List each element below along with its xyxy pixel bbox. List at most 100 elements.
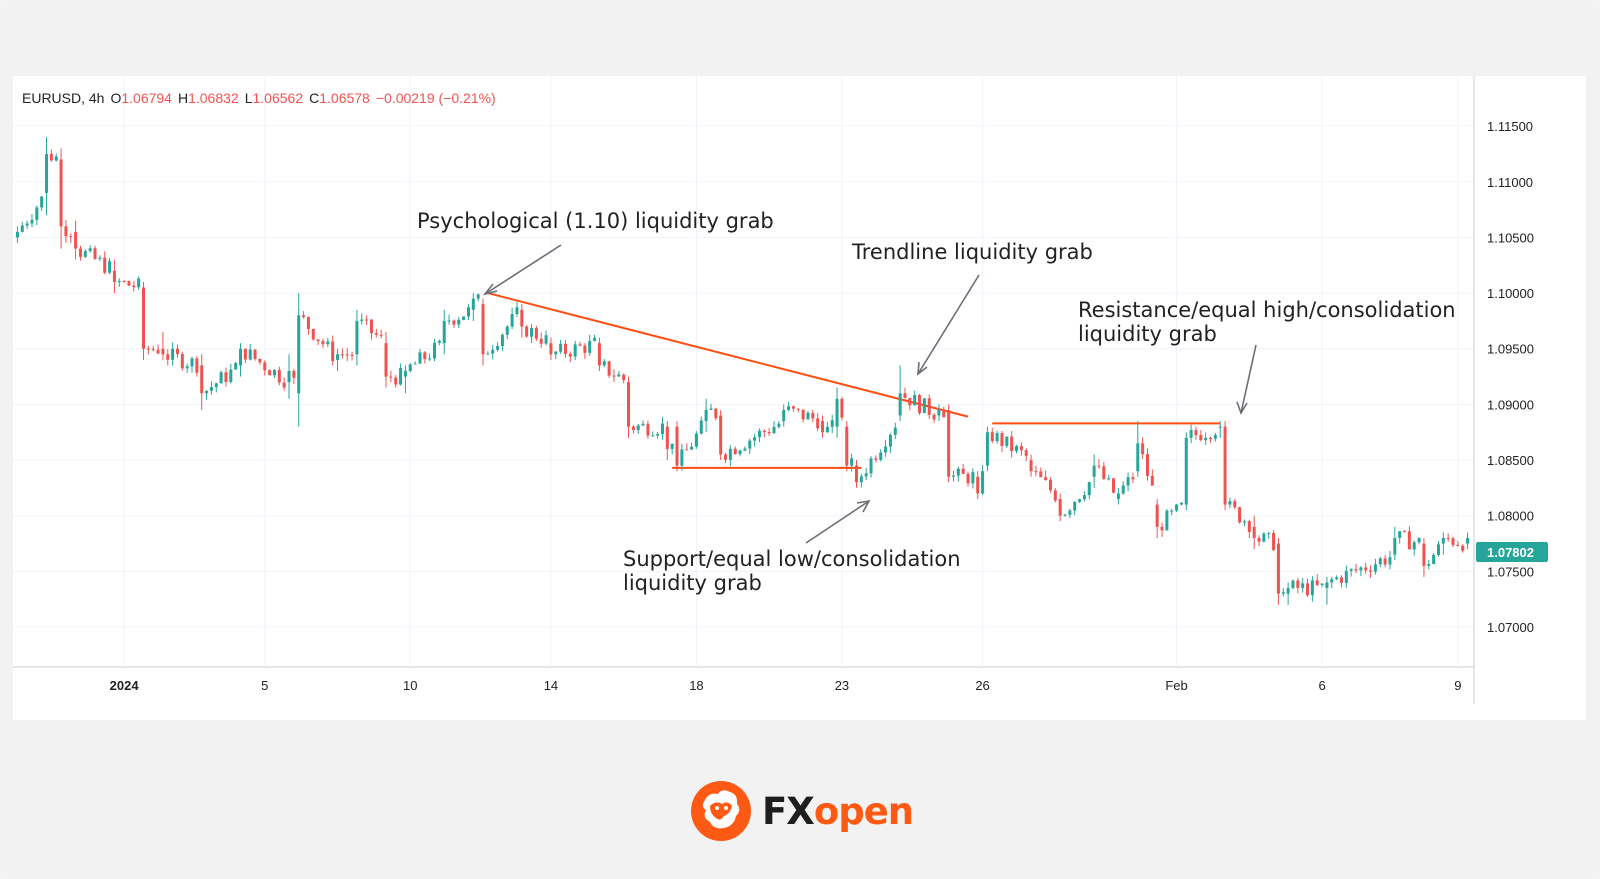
current-price-tag-bg [1476, 542, 1548, 562]
candle-body [142, 287, 146, 349]
logo-fx: FX [762, 789, 815, 833]
candle-body [520, 309, 524, 327]
candle-body [1247, 521, 1251, 532]
candle-body [1364, 567, 1368, 571]
candle-body [1339, 577, 1343, 583]
candle-body [1369, 570, 1373, 572]
time-tick-label: 23 [835, 678, 849, 693]
candle-body [1286, 588, 1290, 594]
candle-body [1204, 437, 1208, 441]
candle-body [767, 431, 771, 434]
candle-body [636, 425, 640, 431]
candle-body [830, 420, 834, 427]
candle-body [1126, 477, 1130, 486]
candle-body [268, 370, 272, 376]
candle-body [403, 371, 407, 377]
candle-body [360, 319, 364, 321]
candle-body [1238, 507, 1242, 523]
candle-body [1024, 450, 1028, 456]
candle-body [534, 328, 538, 339]
candle-body [175, 348, 179, 355]
candle-body [331, 341, 335, 362]
candle-body [845, 426, 849, 466]
open-label: O [110, 90, 121, 106]
candle-body [816, 418, 820, 429]
candle-body [491, 349, 495, 354]
candlestick-chart[interactable]: 1.11500 1.11000 1.10500 1.10000 1.09500 1.090… [13, 76, 1586, 720]
candle-body [680, 449, 684, 466]
candle-body [685, 449, 689, 451]
candle-body [437, 340, 441, 343]
candle-body [224, 372, 228, 383]
candle-body [908, 397, 912, 406]
price-tick-label: 1.08500 [1487, 453, 1534, 468]
candle-body [466, 307, 470, 317]
candle-body [1179, 502, 1183, 505]
candle-body [913, 395, 917, 406]
candle-body [1150, 475, 1154, 486]
candle-body [258, 358, 262, 363]
candle-body [1068, 510, 1072, 515]
time-tick-label: 5 [261, 678, 268, 693]
candle-body [995, 433, 999, 442]
candle-body [869, 458, 873, 474]
candle-body [1053, 490, 1057, 501]
close-value: 1.06578 [319, 90, 370, 106]
arrow-support [805, 500, 870, 544]
change-value: −0.00219 (−0.21%) [376, 90, 496, 106]
candle-body [704, 409, 708, 422]
candle-body [1441, 537, 1445, 544]
candle-body [714, 408, 718, 419]
candle-body [1262, 533, 1266, 542]
candle-body [205, 390, 209, 394]
candle-body [1015, 446, 1019, 451]
candle-body [1301, 583, 1305, 588]
candle-body [505, 326, 509, 335]
candle-body [1461, 545, 1465, 551]
candle-body [433, 342, 437, 359]
candle-body [83, 251, 87, 257]
candle-body [719, 415, 723, 455]
candle-body [1407, 531, 1411, 550]
price-tick-label: 1.09000 [1487, 397, 1534, 412]
candle-body [656, 433, 660, 436]
candle-body [25, 223, 29, 226]
low-value: 1.06562 [253, 90, 304, 106]
candle-body [724, 454, 728, 460]
candle-body [1199, 435, 1203, 441]
candle-body [791, 406, 795, 409]
price-tick-label: 1.11500 [1487, 119, 1533, 134]
candle-body [1107, 478, 1111, 480]
candle-body [1296, 580, 1300, 588]
candle-body [486, 353, 490, 355]
candle-body [151, 348, 155, 350]
candle-body [593, 337, 597, 341]
candle-body [607, 361, 611, 376]
candle-body [631, 426, 635, 431]
candle-body [336, 354, 340, 360]
candle-body [219, 372, 223, 384]
annotation-psychological: Psychological (1.10) liquidity grab [417, 209, 774, 233]
candle-body [1165, 510, 1169, 531]
candle-body [549, 343, 553, 355]
candle-body [1213, 435, 1217, 439]
candle-body [670, 443, 674, 449]
candle-body [821, 421, 825, 433]
annotation-resistance-line1: Resistance/equal high/consolidation [1078, 298, 1456, 322]
candle-body [374, 333, 378, 335]
price-tick-label: 1.07000 [1487, 620, 1534, 635]
candle-body [1291, 580, 1295, 589]
candle-body [641, 423, 645, 426]
candle-body [1112, 478, 1116, 493]
candle-body [1436, 544, 1440, 555]
candle-body [544, 335, 548, 344]
candle-body [379, 334, 383, 336]
candle-body [428, 358, 432, 360]
candle-body [103, 257, 107, 273]
candle-body [801, 409, 805, 420]
candle-body [1000, 433, 1004, 446]
candle-body [481, 304, 485, 355]
time-tick-label: 26 [975, 678, 989, 693]
arrow-psychological-head [482, 283, 498, 296]
candle-body [976, 476, 980, 494]
